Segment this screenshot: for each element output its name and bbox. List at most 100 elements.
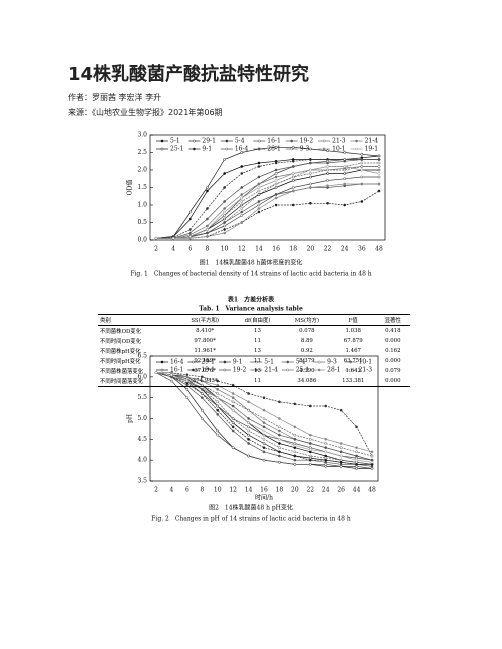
point	[355, 454, 358, 458]
legend-label: 5-1	[170, 138, 180, 145]
legend-marker	[223, 360, 227, 364]
point	[377, 175, 381, 179]
y-tick-label: 1.0	[137, 202, 147, 209]
point	[216, 379, 220, 383]
point	[223, 158, 226, 161]
point	[278, 446, 281, 450]
point	[309, 161, 312, 165]
point	[355, 446, 358, 450]
point	[360, 165, 364, 168]
point	[206, 235, 209, 238]
point	[262, 442, 266, 445]
table-cell: 13	[254, 348, 261, 354]
legend-marker	[349, 360, 352, 364]
point	[308, 437, 312, 441]
point	[377, 172, 381, 175]
table-cell: 1.643	[345, 368, 361, 374]
point	[216, 412, 220, 416]
point	[262, 446, 266, 450]
point	[324, 446, 328, 450]
y-tick-label: 4.5	[137, 436, 147, 443]
point	[216, 429, 220, 433]
point	[355, 450, 358, 454]
point	[326, 179, 329, 182]
table-cell: 37.076*	[194, 368, 216, 374]
legend-marker	[317, 368, 321, 372]
point	[247, 417, 250, 420]
point	[206, 217, 209, 221]
point	[240, 196, 244, 200]
point	[200, 417, 204, 420]
point	[223, 224, 226, 228]
point	[293, 458, 297, 462]
table-cell: 13	[254, 328, 261, 334]
point	[240, 210, 244, 214]
series-line	[156, 166, 379, 239]
point	[291, 175, 295, 179]
table: 类别 SS(平方和) df(自由度) MS(均方) F值 显著性 不同菌株OD变化 8.410…	[98, 314, 410, 387]
caption: 图2 14株乳酸菌48 h pH变化	[209, 504, 293, 512]
table-cell: 63.751	[343, 358, 363, 364]
table-cell: 8.410*	[196, 328, 215, 334]
point	[231, 421, 235, 425]
x-tick-label: 16	[260, 487, 268, 494]
column-header: 类别	[98, 314, 179, 326]
point	[291, 189, 295, 193]
legend-marker	[286, 360, 290, 364]
legend-marker	[349, 368, 352, 372]
x-tick-label: 24	[341, 246, 349, 253]
point	[360, 168, 364, 172]
table-row: 不同时间菌落变化 374.943* 11 34.086 133.381 0.000	[98, 376, 410, 387]
table-cell: 8.379	[299, 358, 315, 364]
point	[185, 379, 189, 383]
point	[257, 165, 261, 168]
point	[206, 207, 209, 210]
legend-marker	[160, 360, 164, 364]
point	[343, 165, 347, 168]
point	[262, 437, 266, 441]
point	[274, 182, 278, 186]
point	[240, 186, 244, 189]
point	[240, 200, 244, 203]
point	[188, 217, 192, 221]
table-cell: 0.078	[299, 328, 315, 334]
point	[326, 161, 329, 165]
point	[274, 175, 278, 179]
point	[360, 152, 364, 156]
point	[231, 446, 235, 450]
point	[308, 404, 312, 408]
point	[278, 425, 281, 429]
point	[257, 203, 261, 207]
legend-label: 16-4	[235, 146, 249, 153]
point	[274, 168, 278, 172]
x-axis-label: 时间/h	[255, 494, 273, 502]
point	[339, 450, 343, 454]
legend-label: 9-3	[327, 359, 337, 366]
x-tick-label: 10	[214, 487, 222, 494]
point	[200, 375, 204, 379]
point	[278, 454, 281, 458]
series-line	[155, 372, 372, 465]
point	[309, 172, 312, 175]
series-line	[155, 159, 379, 239]
point	[326, 168, 329, 172]
x-tick-label: 16	[272, 246, 280, 253]
point	[185, 387, 189, 391]
point	[278, 433, 281, 437]
point	[223, 172, 226, 175]
point	[223, 214, 226, 217]
point	[355, 425, 358, 429]
point	[154, 371, 158, 375]
legend-label: 19-1	[365, 146, 378, 153]
point	[231, 392, 235, 395]
legend-label: 19-1	[201, 367, 214, 374]
legend-marker	[225, 139, 229, 143]
x-tick-label: 48	[368, 487, 376, 494]
point	[377, 154, 381, 158]
legend-label: 25-1	[170, 146, 183, 153]
x-tick-label: 4	[171, 246, 175, 253]
point	[274, 145, 278, 149]
source: 来源：《山地农业生物学报》2021年第06期	[68, 108, 223, 117]
table-cell: 374.943*	[192, 378, 218, 384]
y-tick-label: 1.5	[137, 184, 147, 191]
